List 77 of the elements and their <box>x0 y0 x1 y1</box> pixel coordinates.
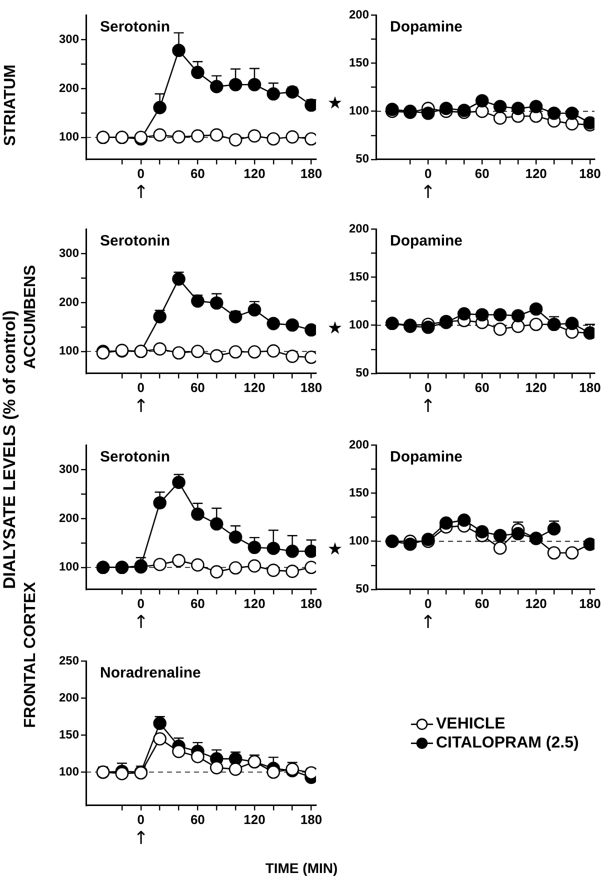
text: ↑ <box>133 396 149 417</box>
x-tick-label: 180 <box>300 812 322 827</box>
x-tick-label: 60 <box>474 596 490 611</box>
chart-title: Serotonin <box>100 18 170 36</box>
y-tick-label: 200 <box>348 438 370 452</box>
y-axis-title: ACCUMBENS <box>22 264 40 371</box>
x-tick-label: 0 <box>137 380 145 395</box>
text: DIALYSATE LEVELS (% of control) <box>0 310 20 592</box>
x-tick-label: 0 <box>137 596 145 611</box>
x-axis-title: TIME (MIN) <box>264 860 339 876</box>
text: ★ <box>327 94 343 114</box>
x-tick-label: 120 <box>244 812 266 827</box>
y-tick-label: 200 <box>348 8 370 22</box>
y-tick-label: 150 <box>58 727 80 742</box>
x-tick-label: 180 <box>579 166 601 181</box>
y-tick-label: 200 <box>58 80 80 95</box>
text: ★ <box>327 318 343 338</box>
y-axis-title: STRIATUM <box>2 63 20 148</box>
chart-title: Serotonin <box>100 232 170 250</box>
x-tick-label: 0 <box>424 596 432 611</box>
x-tick-label: 60 <box>474 380 490 395</box>
text: ↑ <box>420 612 436 633</box>
y-tick-label: 100 <box>348 318 370 332</box>
legend-label: VEHICLE <box>436 716 506 733</box>
chart-title: Serotonin <box>100 448 170 466</box>
x-tick-label: 60 <box>190 166 205 181</box>
x-tick-label: 180 <box>300 166 322 181</box>
text: ↑ <box>420 396 436 417</box>
y-tick-label: 300 <box>58 32 80 46</box>
y-tick-label: 100 <box>348 534 370 548</box>
y-tick-label: 100 <box>58 560 80 574</box>
y-tick-label: 200 <box>58 690 80 704</box>
text: ↑ <box>420 182 436 203</box>
y-tick-label: 200 <box>58 510 80 525</box>
chart-title: Noradrenaline <box>100 664 201 682</box>
x-tick-label: 180 <box>300 596 322 611</box>
y-tick-label: 50 <box>356 366 370 380</box>
x-tick-label: 0 <box>137 812 145 827</box>
text: ★ <box>327 540 343 560</box>
x-tick-label: 60 <box>190 812 205 827</box>
y-tick-label: 50 <box>356 582 370 596</box>
x-tick-label: 180 <box>579 380 601 395</box>
x-tick-label: 180 <box>300 380 322 395</box>
x-tick-label: 60 <box>190 596 205 611</box>
y-tick-label: 150 <box>348 486 370 500</box>
x-tick-label: 0 <box>424 380 432 395</box>
y-tick-label: 100 <box>58 764 80 778</box>
text: ↑ <box>133 828 149 849</box>
y-tick-label: 100 <box>58 130 80 144</box>
x-tick-label: 60 <box>474 166 490 181</box>
y-tick-label: 150 <box>348 56 370 70</box>
chart-title: Dopamine <box>390 18 463 36</box>
y-tick-label: 100 <box>58 344 80 358</box>
legend-label: CITALOPRAM (2.5) <box>436 734 579 752</box>
text: ↑ <box>133 612 149 633</box>
text: ↑ <box>133 182 149 203</box>
y-tick-label: 200 <box>58 294 80 309</box>
x-tick-label: 120 <box>244 166 266 181</box>
x-tick-label: 120 <box>525 596 547 611</box>
y-tick-label: 50 <box>356 152 370 166</box>
y-tick-label: 300 <box>58 246 80 260</box>
x-tick-label: 120 <box>525 380 547 395</box>
x-tick-label: 0 <box>424 166 432 181</box>
y-tick-label: 150 <box>348 270 370 284</box>
y-tick-label: 100 <box>348 104 370 118</box>
chart-title: Dopamine <box>390 448 463 466</box>
x-tick-label: 0 <box>137 166 145 181</box>
x-tick-label: 120 <box>244 380 266 395</box>
y-tick-label: 200 <box>348 222 370 236</box>
x-tick-label: 180 <box>579 596 601 611</box>
y-tick-label: 300 <box>58 462 80 476</box>
y-axis-title: FRONTAL CORTEX <box>22 580 40 730</box>
y-tick-label: 250 <box>58 654 80 668</box>
x-tick-label: 120 <box>244 596 266 611</box>
x-tick-label: 60 <box>190 380 205 395</box>
x-tick-label: 120 <box>525 166 547 181</box>
chart-title: Dopamine <box>390 232 463 250</box>
